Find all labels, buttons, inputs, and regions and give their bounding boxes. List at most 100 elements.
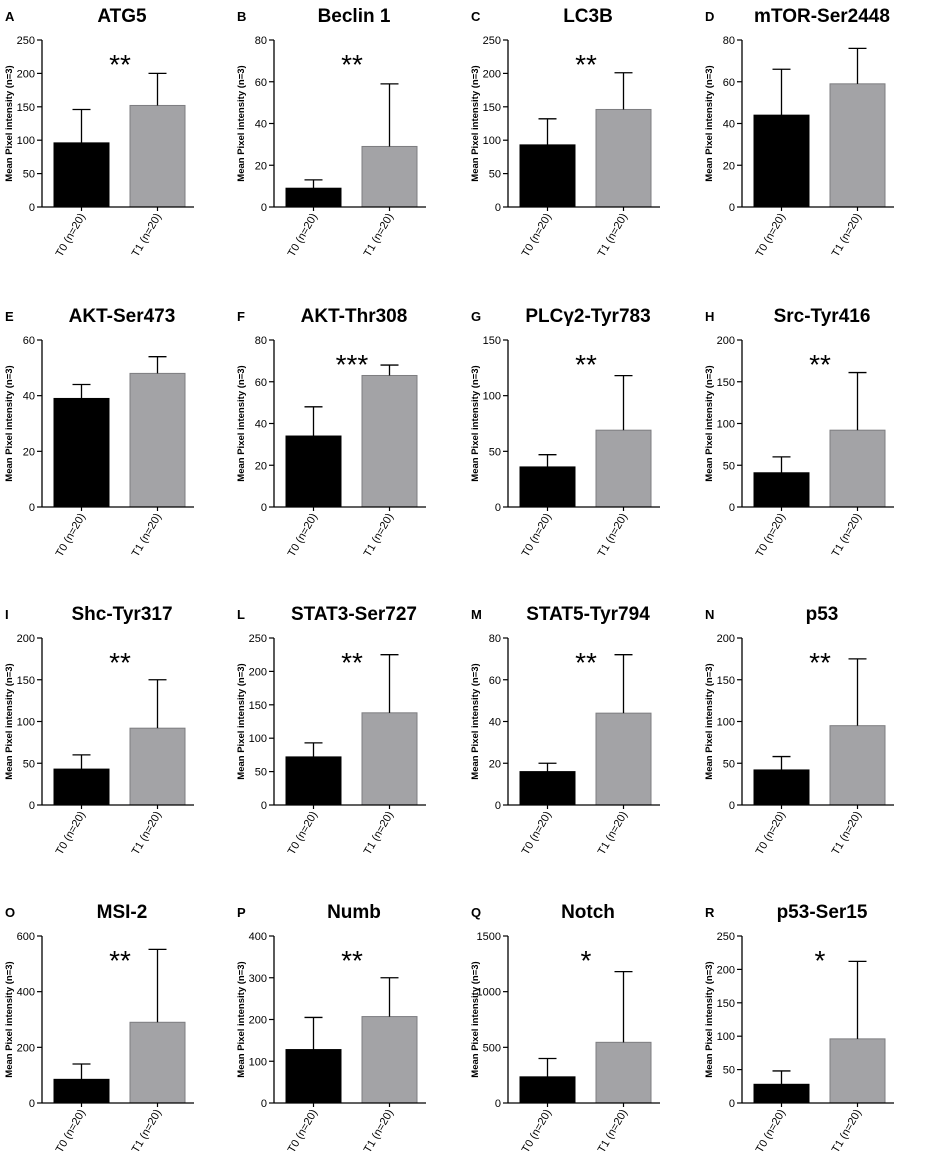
panel-letter-e: E [5, 309, 14, 324]
y-tick-label-h-3: 150 [717, 377, 735, 389]
bar-p-t1 [361, 1016, 418, 1104]
panel-letter-p: P [237, 905, 246, 920]
y-tick-label-g-3: 150 [483, 335, 501, 347]
y-tick-label-i-4: 200 [17, 633, 35, 645]
chart-title-b: Beclin 1 [318, 6, 391, 27]
y-tick-label-i-1: 50 [23, 758, 35, 770]
error-bar-h-t0 [772, 456, 791, 473]
error-bar-h-t1 [848, 371, 867, 431]
panel-e: E AKT-Ser473 Mean Pixel intensity (n=3) T0 … [4, 306, 194, 559]
y-tick-label-r-1: 50 [723, 1065, 735, 1077]
bar-c-t1 [595, 108, 652, 208]
error-bar-c-t1 [614, 72, 633, 110]
bar-p-t0 [285, 1049, 342, 1104]
y-tick-label-d-2: 40 [723, 119, 735, 131]
chart-title-d: mTOR-Ser2448 [754, 6, 890, 27]
y-tick-label-c-5: 250 [483, 35, 501, 47]
error-bar-c-t0 [538, 118, 557, 145]
panel-h: H Src-Tyr416 Mean Pixel intensity (n=3) T0 … [704, 306, 894, 559]
significance-marker-q: * [581, 945, 592, 976]
y-tick-label-a-4: 200 [17, 68, 35, 80]
y-tick-label-g-0: 0 [495, 502, 501, 514]
error-bar-q-t0 [538, 1057, 557, 1077]
bar-c-t0 [519, 144, 576, 208]
x-tick-label-d-0: T0 (n=20) [754, 212, 788, 260]
x-tick-label-f-0: T0 (n=20) [286, 512, 320, 560]
x-tick-label-h-0: T0 (n=20) [754, 512, 788, 560]
error-bar-i-t1 [148, 679, 167, 729]
error-bar-l-t1 [380, 654, 399, 713]
bar-r-t0 [753, 1083, 810, 1104]
y-tick-label-d-0: 0 [729, 202, 735, 214]
error-bar-g-t1 [614, 374, 633, 431]
y-tick-label-b-3: 60 [255, 77, 267, 89]
y-tick-label-l-2: 100 [249, 733, 267, 745]
panel-a: A ATG5 Mean Pixel intensity (n=3) T0 (n=20)… [4, 6, 194, 259]
bar-d-t1 [829, 83, 886, 208]
x-tick-label-l-1: T1 (n=20) [362, 810, 396, 858]
error-bar-q-t1 [614, 970, 633, 1043]
x-tick-label-o-1: T1 (n=20) [130, 1108, 164, 1156]
y-tick-label-p-2: 200 [249, 1015, 267, 1027]
panel-letter-h: H [705, 309, 714, 324]
y-tick-label-p-4: 400 [249, 931, 267, 943]
y-tick-label-f-4: 80 [255, 335, 267, 347]
y-tick-label-q-2: 1000 [477, 987, 501, 999]
bar-e-t0 [53, 397, 110, 508]
y-tick-label-d-1: 20 [723, 160, 735, 172]
bar-n-t0 [753, 769, 810, 806]
y-tick-label-r-3: 150 [717, 998, 735, 1010]
panel-p: P Numb Mean Pixel intensity (n=3) T0 (n=20)… [236, 902, 426, 1155]
y-tick-label-l-5: 250 [249, 633, 267, 645]
y-tick-label-n-1: 50 [723, 758, 735, 770]
panel-letter-l: L [237, 607, 245, 622]
bar-o-t0 [53, 1078, 110, 1104]
y-tick-label-l-0: 0 [261, 800, 267, 812]
significance-marker-h: ** [809, 349, 831, 380]
y-axis-label-m: Mean Pixel intensity (n=3) [470, 663, 481, 779]
x-tick-label-e-0: T0 (n=20) [54, 512, 88, 560]
x-tick-label-p-0: T0 (n=20) [286, 1108, 320, 1156]
panel-letter-c: C [471, 9, 481, 24]
y-tick-label-q-1: 500 [483, 1042, 501, 1054]
error-bar-b-t0 [304, 179, 323, 189]
y-tick-label-e-2: 40 [23, 391, 35, 403]
y-tick-label-c-1: 50 [489, 169, 501, 181]
y-axis-label-l: Mean Pixel intensity (n=3) [236, 663, 247, 779]
error-bar-r-t1 [848, 960, 867, 1039]
bar-q-t0 [519, 1076, 576, 1104]
significance-marker-b: ** [341, 49, 363, 80]
x-tick-label-h-1: T1 (n=20) [830, 512, 864, 560]
error-bar-d-t1 [848, 47, 867, 84]
chart-title-m: STAT5-Tyr794 [526, 604, 650, 625]
y-tick-label-g-1: 50 [489, 446, 501, 458]
y-tick-label-f-3: 60 [255, 377, 267, 389]
y-tick-label-r-0: 0 [729, 1098, 735, 1110]
significance-marker-g: ** [575, 349, 597, 380]
bar-h-t1 [829, 429, 886, 508]
panel-letter-a: A [5, 9, 15, 24]
y-tick-label-o-3: 600 [17, 931, 35, 943]
y-tick-label-a-2: 100 [17, 135, 35, 147]
panel-letter-o: O [5, 905, 15, 920]
y-tick-label-c-4: 200 [483, 68, 501, 80]
x-tick-label-e-1: T1 (n=20) [130, 512, 164, 560]
y-axis-label-b: Mean Pixel intensity (n=3) [236, 65, 247, 181]
x-tick-label-o-0: T0 (n=20) [54, 1108, 88, 1156]
y-tick-label-l-3: 150 [249, 700, 267, 712]
y-tick-label-m-4: 80 [489, 633, 501, 645]
x-tick-label-a-1: T1 (n=20) [130, 212, 164, 260]
y-tick-label-e-3: 60 [23, 335, 35, 347]
y-tick-label-i-0: 0 [29, 800, 35, 812]
chart-title-h: Src-Tyr416 [774, 306, 871, 327]
y-tick-label-l-4: 200 [249, 666, 267, 678]
panels-container: A ATG5 Mean Pixel intensity (n=3) T0 (n=20)… [4, 6, 894, 1155]
y-tick-label-n-3: 150 [717, 675, 735, 687]
y-tick-label-h-4: 200 [717, 335, 735, 347]
x-tick-label-c-1: T1 (n=20) [596, 212, 630, 260]
significance-marker-r: * [815, 945, 826, 976]
x-tick-label-b-0: T0 (n=20) [286, 212, 320, 260]
y-tick-label-e-1: 20 [23, 446, 35, 458]
